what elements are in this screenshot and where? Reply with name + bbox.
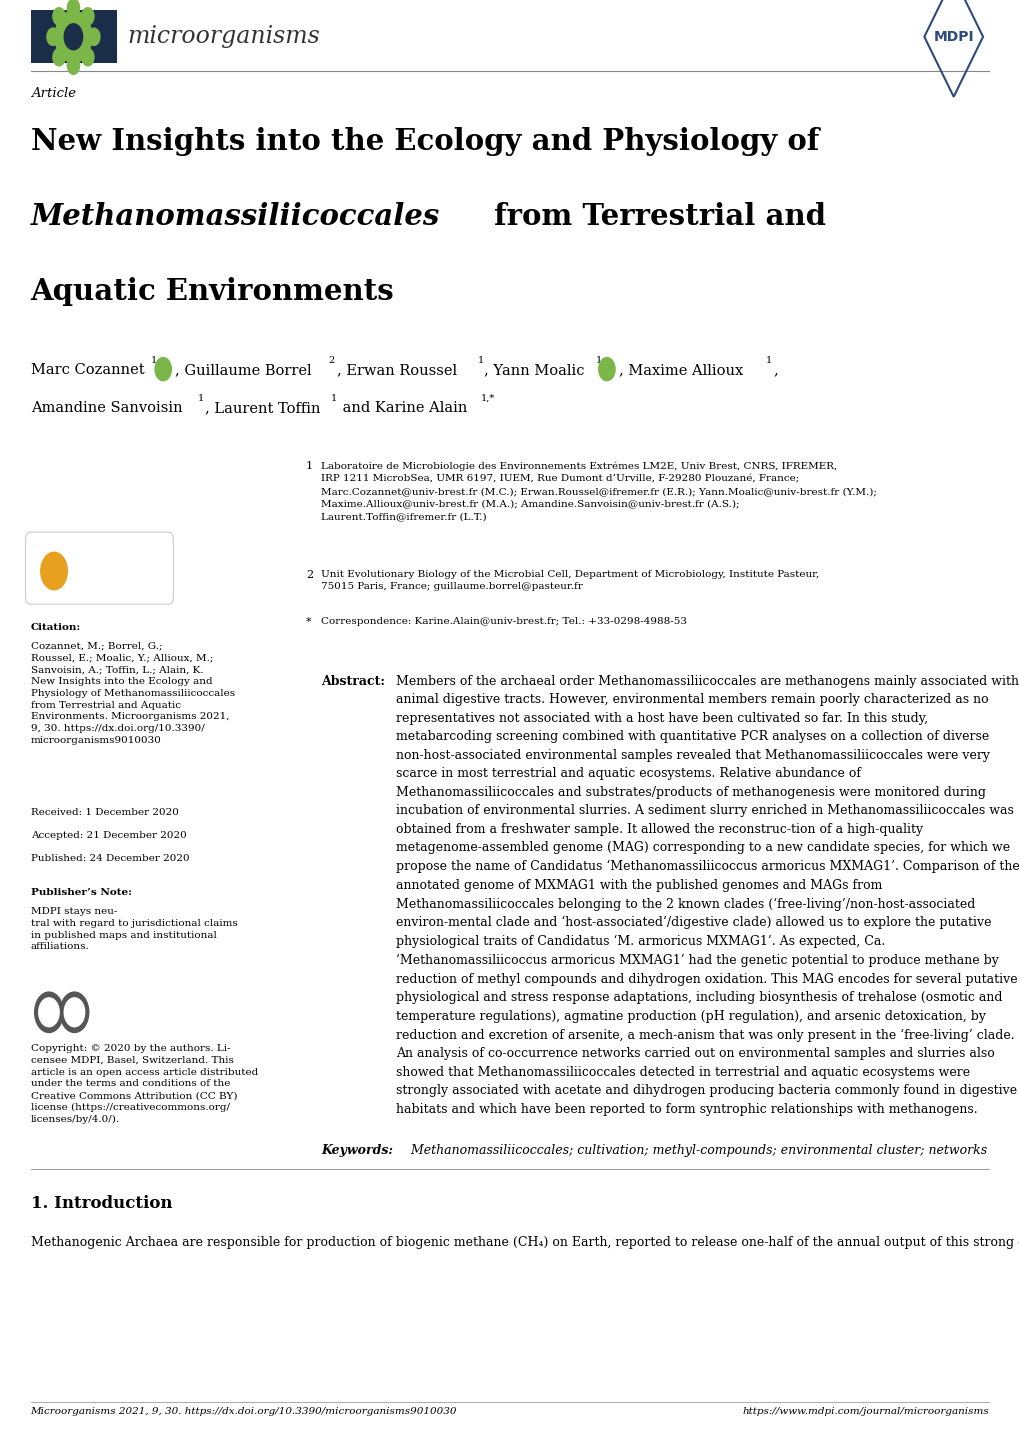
Text: 1: 1 — [765, 356, 771, 365]
Text: 1: 1 — [330, 394, 336, 402]
Text: CC: CC — [45, 1009, 53, 1015]
Text: 1. Introduction: 1. Introduction — [31, 1195, 172, 1213]
Text: Aquatic Environments: Aquatic Environments — [31, 277, 394, 306]
Text: MDPI: MDPI — [932, 30, 973, 43]
Text: Methanomassiliicoccales: Methanomassiliicoccales — [31, 202, 439, 231]
Circle shape — [60, 992, 89, 1032]
Text: Article: Article — [31, 87, 75, 99]
Text: 2: 2 — [306, 570, 313, 580]
Circle shape — [82, 49, 94, 66]
Text: 1: 1 — [198, 394, 204, 402]
Text: *: * — [306, 617, 312, 627]
Text: 1: 1 — [477, 356, 483, 365]
Text: Microorganisms 2021, 9, 30. https://dx.doi.org/10.3390/microorganisms9010030: Microorganisms 2021, 9, 30. https://dx.d… — [31, 1407, 457, 1416]
Text: https://www.mdpi.com/journal/microorganisms: https://www.mdpi.com/journal/microorgani… — [742, 1407, 988, 1416]
Text: Unit Evolutionary Biology of the Microbial Cell, Department of Microbiology, Ins: Unit Evolutionary Biology of the Microbi… — [321, 570, 818, 591]
Text: Accepted: 21 December 2020: Accepted: 21 December 2020 — [31, 831, 186, 839]
Text: , Maxime Allioux: , Maxime Allioux — [619, 363, 743, 378]
Circle shape — [64, 23, 83, 49]
Text: microorganisms: microorganisms — [127, 26, 320, 48]
Circle shape — [53, 7, 65, 25]
Text: , Guillaume Borrel: , Guillaume Borrel — [175, 363, 312, 378]
Circle shape — [67, 56, 79, 74]
Circle shape — [41, 552, 67, 590]
Text: 1,*: 1,* — [480, 394, 494, 402]
Text: Amandine Sanvoisin: Amandine Sanvoisin — [31, 401, 182, 415]
Text: iD: iD — [159, 366, 167, 372]
Circle shape — [39, 998, 59, 1027]
Text: Methanomassiliicoccales; cultivation; methyl-compounds; environmental cluster; n: Methanomassiliicoccales; cultivation; me… — [407, 1144, 986, 1156]
Text: 1: 1 — [595, 356, 601, 365]
Text: Received: 1 December 2020: Received: 1 December 2020 — [31, 808, 178, 816]
Circle shape — [67, 0, 79, 17]
Text: Publisher’s Note:: Publisher’s Note: — [31, 888, 131, 897]
Text: Marc Cozannet: Marc Cozannet — [31, 363, 144, 378]
Text: Cozannet, M.; Borrel, G.;
Roussel, E.; Moalic, Y.; Allioux, M.;
Sanvoisin, A.; T: Cozannet, M.; Borrel, G.; Roussel, E.; M… — [31, 642, 234, 746]
Circle shape — [35, 992, 63, 1032]
Text: 1: 1 — [306, 461, 313, 472]
Text: Published: 24 December 2020: Published: 24 December 2020 — [31, 854, 190, 862]
Text: , Erwan Roussel: , Erwan Roussel — [336, 363, 457, 378]
Text: , Yann Moalic: , Yann Moalic — [484, 363, 585, 378]
FancyBboxPatch shape — [31, 10, 117, 63]
Circle shape — [155, 358, 171, 381]
Circle shape — [64, 998, 85, 1027]
Text: New Insights into the Ecology and Physiology of: New Insights into the Ecology and Physio… — [31, 127, 818, 156]
Text: 1: 1 — [151, 356, 157, 365]
Text: check for: check for — [73, 554, 116, 562]
Circle shape — [47, 27, 59, 45]
Circle shape — [88, 27, 100, 45]
Text: updates: updates — [73, 572, 117, 581]
Text: Laboratoire de Microbiologie des Environnements Extrémes LM2E, Univ Brest, CNRS,: Laboratoire de Microbiologie des Environ… — [321, 461, 876, 521]
Text: MDPI stays neu-
tral with regard to jurisdictional claims
in published maps and : MDPI stays neu- tral with regard to juri… — [31, 907, 237, 952]
Text: Citation:: Citation: — [31, 623, 81, 632]
Text: Methanogenic Archaea are responsible for production of biogenic methane (CH₄) on: Methanogenic Archaea are responsible for… — [31, 1236, 1019, 1249]
Text: ,: , — [772, 363, 777, 378]
Circle shape — [82, 7, 94, 25]
Text: from Terrestrial and: from Terrestrial and — [484, 202, 825, 231]
Text: Correspondence: Karine.Alain@univ-brest.fr; Tel.: +33-0298-4988-53: Correspondence: Karine.Alain@univ-brest.… — [321, 617, 687, 626]
Text: iD: iD — [602, 366, 610, 372]
Text: Abstract:: Abstract: — [321, 675, 385, 688]
Text: ©: © — [70, 1008, 78, 1017]
Text: ✓: ✓ — [49, 564, 59, 578]
Circle shape — [53, 49, 65, 66]
Text: and Karine Alain: and Karine Alain — [337, 401, 467, 415]
Text: , Laurent Toffin: , Laurent Toffin — [205, 401, 320, 415]
Text: Copyright: © 2020 by the authors. Li-
censee MDPI, Basel, Switzerland. This
arti: Copyright: © 2020 by the authors. Li- ce… — [31, 1044, 258, 1125]
Circle shape — [598, 358, 614, 381]
Circle shape — [55, 12, 92, 62]
Text: Keywords:: Keywords: — [321, 1144, 393, 1156]
Text: Members of the archaeal order Methanomassiliicoccales are methanogens mainly ass: Members of the archaeal order Methanomas… — [395, 675, 1019, 1116]
Text: 2: 2 — [328, 356, 334, 365]
FancyBboxPatch shape — [25, 532, 173, 604]
